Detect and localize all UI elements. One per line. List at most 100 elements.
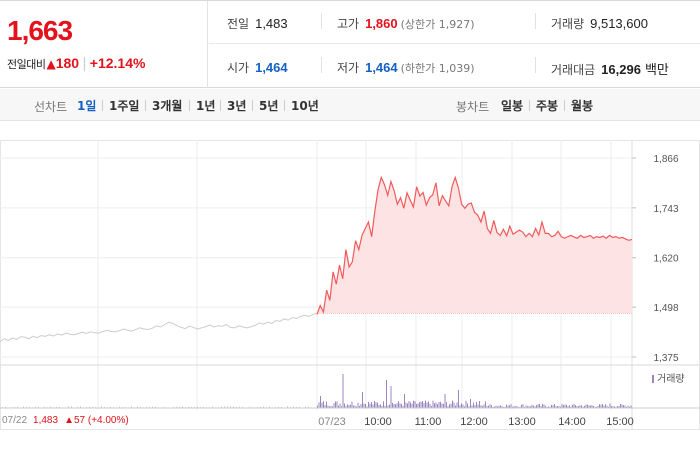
volume-bar [353,405,354,408]
candle-chart-label: 봉차트 [456,100,490,114]
volume-bar [326,401,327,408]
volume-bar [413,400,414,408]
volume-bar [339,403,341,408]
volume-bar [224,406,225,408]
volume-bar [428,401,429,408]
volume-bar [540,405,542,408]
volume-bar [602,404,603,408]
volume-bar [363,403,365,408]
volume-bar [420,401,422,408]
tab-5-years[interactable]: 5년 [259,99,279,113]
prev-day-change: ▲57 (+4.00%) [64,415,129,426]
volume-bar [390,386,392,408]
divider [284,100,285,111]
volume-bar [221,406,222,408]
volume-bar [338,405,339,408]
tab-1-year[interactable]: 1년 [196,99,216,113]
volume-bar [345,406,347,408]
volume-bar [438,401,440,408]
volume-bar [110,406,111,408]
volume-bar [617,406,618,408]
volume-bar [494,406,495,408]
high-label: 고가 [337,17,360,31]
prev-day-info: 07/22 1,483 ▲57 (+4.00%) [2,415,129,426]
volume-bar [596,406,597,408]
volume-bar [546,406,548,408]
volume-bar [563,405,564,408]
volume-bar [531,404,533,408]
volume-bar [464,406,465,408]
volume-bar [465,400,467,408]
y-tick-label: 1,866 [653,154,678,165]
volume-bar [365,404,366,408]
volume-bar [318,402,320,408]
volume-bar [498,405,500,408]
volume-bar [492,406,494,408]
volume-bar [26,406,27,408]
volume-bar [408,401,410,408]
tab-monthly-candle[interactable]: 월봉 [571,99,594,113]
volume-bar [453,402,455,408]
volume-bar [551,404,552,408]
stats-row-2: 시가 1,464 저가 1,464 (하한가 1,039) 거래대금 16,296 백만 [209,45,700,88]
volume-bar [482,405,483,408]
volume-bar [480,405,482,408]
change-label: 전일대비 [7,58,46,71]
volume-bar [618,406,620,408]
volume-label: 거래량 [551,17,585,31]
tab-daily-candle[interactable]: 일봉 [501,99,524,113]
today-series [316,175,633,315]
volume-bar [528,406,530,408]
volume-bar [332,406,333,408]
volume-bar [296,406,297,408]
prev-close-value: 1,483 [255,16,288,31]
volume-bar [381,406,383,408]
volume-bar [437,404,438,408]
volume-bar [548,406,549,408]
volume-bar [468,406,470,408]
volume-bar [278,406,279,408]
volume-bar [387,405,389,408]
tab-weekly-candle[interactable]: 주봉 [536,99,559,113]
tab-1-week[interactable]: 1주일 [109,99,140,113]
tab-10-years[interactable]: 10년 [291,99,319,113]
volume-bar [407,403,408,408]
volume-bar [501,406,503,408]
divider [252,100,253,111]
stat-open: 시가 1,464 [227,59,288,76]
volume-bar [305,406,306,408]
volume-bar [38,406,39,408]
x-tick-label: 07/23 [318,416,346,428]
volume-bar [131,406,132,408]
volume-bar [5,406,6,408]
x-tick-label: 12:00 [460,416,488,428]
tab-1-day[interactable]: 1일 [77,99,97,113]
volume-bar [227,406,228,408]
x-tick-label: 10:00 [364,416,392,428]
open-value: 1,464 [255,60,288,75]
y-tick-label: 1,743 [653,204,678,215]
line-chart-label: 선차트 [34,100,68,114]
volume-bar [389,404,390,408]
volume-bar [608,406,609,408]
tab-3-months[interactable]: 3개월 [152,99,183,113]
volume-bar [401,403,402,408]
volume-bar [263,406,264,408]
volume-bar [368,401,369,408]
volume-bar [470,399,471,408]
tab-3-years[interactable]: 3년 [227,99,247,113]
volume-bar [441,403,443,408]
volume-bar [522,404,524,408]
volume-bar [471,405,473,408]
volume-bar [380,404,381,408]
prev-day-line [0,312,318,343]
y-axis: 1,866 1,743 1,620 1,498 1,375 [653,154,678,364]
volume-bar [68,406,69,408]
volume-bars: 거래량 [2,373,685,408]
volume-bar [333,403,335,408]
volume-bar [341,406,342,408]
chart-svg: 1,866 1,743 1,620 1,498 1,375 거래량 07/23 10:00… [0,140,700,430]
volume-bar [485,401,486,408]
volume-bar [92,406,93,408]
volume-legend-swatch [652,375,654,383]
